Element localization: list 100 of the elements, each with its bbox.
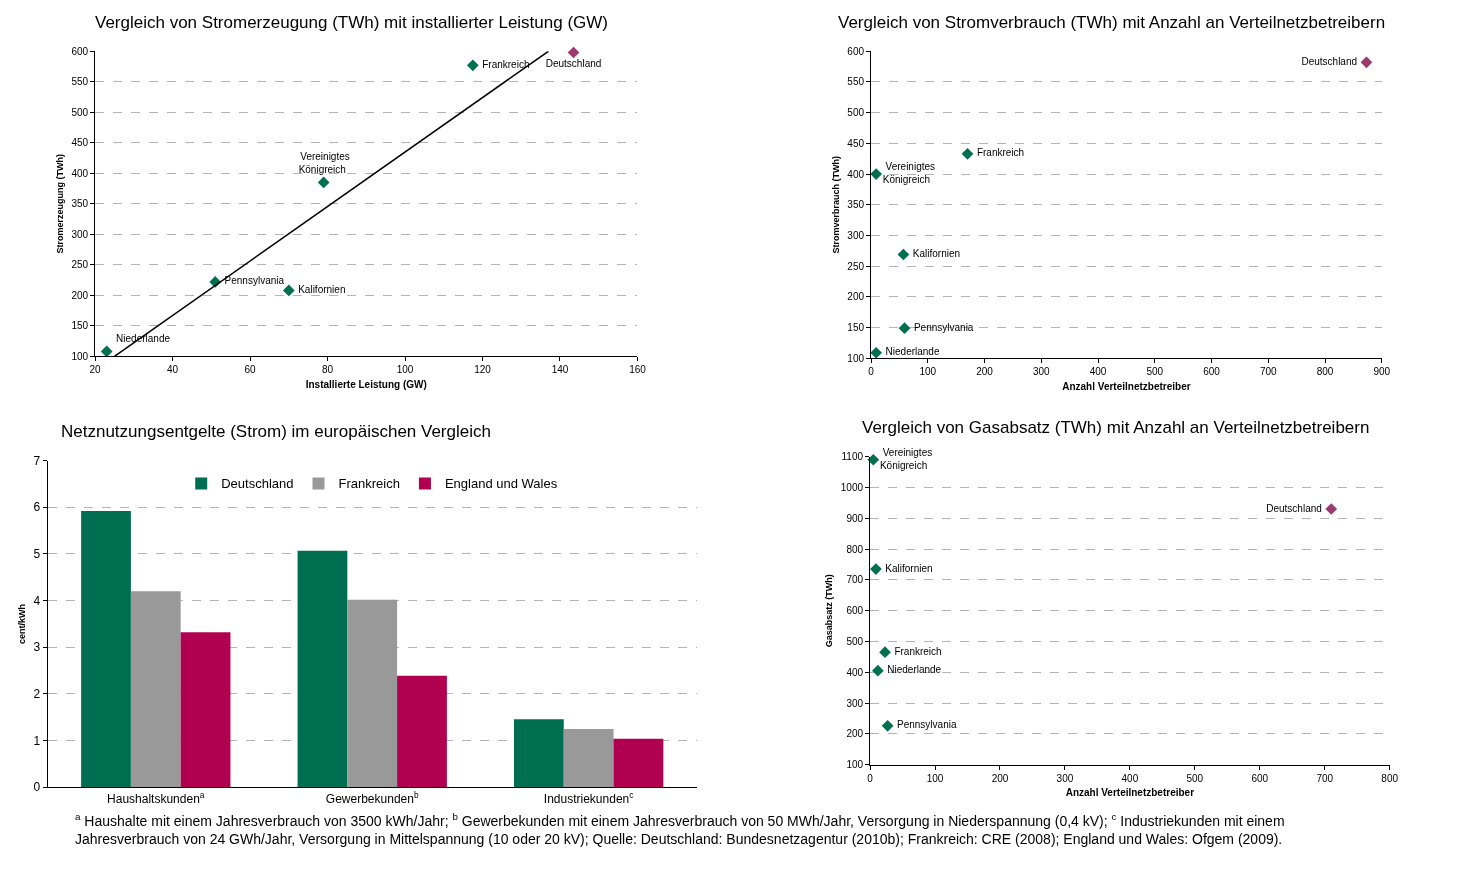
x-tick-label: 120: [474, 364, 492, 376]
y-tick-label: 400: [71, 167, 89, 179]
y-tick-label: 600: [846, 605, 864, 617]
point: [961, 147, 974, 160]
series-label: Pennsylvania: [221, 275, 287, 287]
series-label: Niederlande: [884, 664, 944, 676]
y-tick-label: 600: [847, 45, 865, 57]
x-tick-label: Haushaltskunden$^{a}$: [107, 789, 205, 806]
bar: [397, 675, 447, 788]
series-label: Frankreich: [974, 147, 1027, 159]
bar: [130, 591, 181, 788]
y-axis-title: cent/kWh: [16, 603, 27, 644]
x-tick-label: 160: [629, 364, 647, 376]
x-tick-label: 700: [1316, 772, 1334, 784]
legend-label: Frankreich: [338, 476, 400, 492]
x-tick-label: 900: [1373, 366, 1391, 378]
x-tick-label: Gewerbekunden$^{b}$: [325, 789, 419, 806]
y-tick-label: 100: [846, 759, 864, 771]
x-tick-label: 140: [551, 364, 569, 376]
y-tick-label: 200: [846, 728, 864, 740]
y-tick-label: 600: [71, 45, 89, 57]
x-tick-label: 300: [1032, 366, 1051, 378]
x-tick-label: 600: [1203, 366, 1221, 378]
x-tick-label: Industriekunden$^{c}$: [543, 789, 634, 806]
y-tick-label: 2: [33, 687, 41, 702]
x-tick-label: 20: [89, 364, 102, 376]
x-tick-label: 600: [1251, 772, 1269, 784]
point: [870, 168, 883, 180]
x-axis-title: Anzahl Verteilnetzbetreiber: [1065, 787, 1195, 799]
x-tick-label: 500: [1186, 772, 1204, 784]
y-axis-title: Gasabsatz (TWh): [824, 574, 835, 648]
x-tick-label: 100: [926, 772, 944, 784]
x-tick-label: 200: [976, 366, 994, 378]
y-tick-label: 550: [71, 76, 89, 88]
x-tick-label: 40: [167, 364, 179, 376]
point: [1325, 503, 1338, 515]
chart-title: Netznutzungsentgelte (Strom) im europäischen Vergleich: [61, 422, 491, 441]
y-tick-label: 200: [71, 289, 89, 301]
y-tick-label: 800: [846, 543, 864, 555]
text: $^{a}$ Haushalte mit einem Jahresverbrauch von 3500 kWh/Jahr; $^{b}$ Gewerbekunden mit einem Jahresverbrauch von 50 MWh/Jahr, Versorgung in Niederspannung (0,4 kV); $^{c}$ Industriekunden mit einem Jahresverbrauch von 24 GWh/Jahr, Versorgung in Mittelspannung (10 oder 20 kV); Quelle: Deutschland: Bundesnetzagentur (2010b); Frankreich: CRE (2008); England und Wales: Ofgem (2009).: [75, 811, 1285, 848]
y-tick-label: 100: [71, 350, 89, 362]
series-label: Pennsylvania: [894, 719, 960, 731]
y-tick-label: 1100: [841, 451, 864, 463]
y-tick-label: 550: [847, 76, 865, 88]
x-tick-label: 400: [1121, 772, 1139, 784]
y-tick-label: 300: [847, 229, 865, 241]
y-tick-label: 5: [33, 547, 41, 562]
y-tick-label: 7: [33, 453, 41, 468]
y-tick-label: 250: [847, 260, 865, 272]
y-tick-label: 100: [847, 352, 865, 364]
y-tick-label: 250: [71, 259, 89, 271]
y-tick-label: 350: [847, 199, 865, 211]
series-label: Frankreich: [479, 58, 533, 70]
x-axis-title: Anzahl Verteilnetzbetreiber: [1062, 380, 1191, 392]
x-tick-label: 800: [1381, 772, 1399, 784]
series-label: Kalifornien: [910, 248, 963, 260]
bar: [81, 511, 131, 788]
point: [567, 46, 580, 59]
x-tick-label: 400: [1089, 366, 1107, 378]
y-tick-label: 1: [33, 733, 41, 748]
y-tick-label: 400: [846, 666, 864, 678]
x-tick-label: 500: [1146, 366, 1164, 378]
point: [1360, 56, 1373, 69]
y-tick-label: 500: [71, 106, 89, 118]
point: [898, 322, 911, 335]
y-tick-label: 900: [846, 512, 864, 524]
series-label: Kalifornien: [295, 283, 349, 295]
point: [872, 664, 884, 677]
y-tick-label: 700: [846, 574, 864, 586]
y-tick-label: 150: [847, 322, 865, 334]
x-tick-label: 80: [321, 364, 334, 376]
chart-title: Vergleich von Gasabsatz (TWh) mit Anzahl an Verteilnetzbetreibern: [862, 418, 1370, 437]
y-tick-label: 450: [847, 137, 865, 149]
point: [466, 59, 479, 72]
point: [867, 453, 880, 466]
x-tick-label: 800: [1316, 366, 1334, 378]
y-tick-label: 450: [71, 137, 89, 149]
x-tick-label: 700: [1259, 366, 1278, 378]
point: [282, 284, 295, 297]
point: [317, 176, 330, 189]
y-tick-label: 400: [847, 168, 865, 180]
y-tick-label: 500: [846, 635, 864, 647]
legend-label: Deutschland: [221, 476, 294, 492]
bar: [180, 632, 231, 788]
x-tick-label: 200: [991, 772, 1009, 784]
series-label: Deutschland: [1298, 55, 1360, 67]
point: [870, 563, 882, 575]
y-tick-label: 200: [847, 291, 865, 303]
y-tick-label: 3: [33, 640, 41, 655]
chart-title: Vergleich von Stromerzeugung (TWh) mit installierter Leistung (GW): [95, 13, 609, 32]
chart-title: Vergleich von Stromverbrauch (TWh) mit Anzahl an Verteilnetzbetreibern: [838, 13, 1386, 32]
y-tick-label: 500: [847, 107, 865, 119]
series-label: Frankreich: [891, 645, 945, 657]
y-axis-title: Stromverbrauch (TWh): [830, 156, 841, 254]
y-axis-title: Stromerzeugung (TWh): [54, 154, 65, 254]
series-label: Vereinigtes Königreich: [879, 446, 933, 471]
series-label: Deutschland: [542, 57, 605, 69]
y-tick-label: 350: [71, 198, 89, 210]
series-label: Vereinigtes Königreich: [882, 161, 936, 186]
bar: [513, 719, 564, 788]
